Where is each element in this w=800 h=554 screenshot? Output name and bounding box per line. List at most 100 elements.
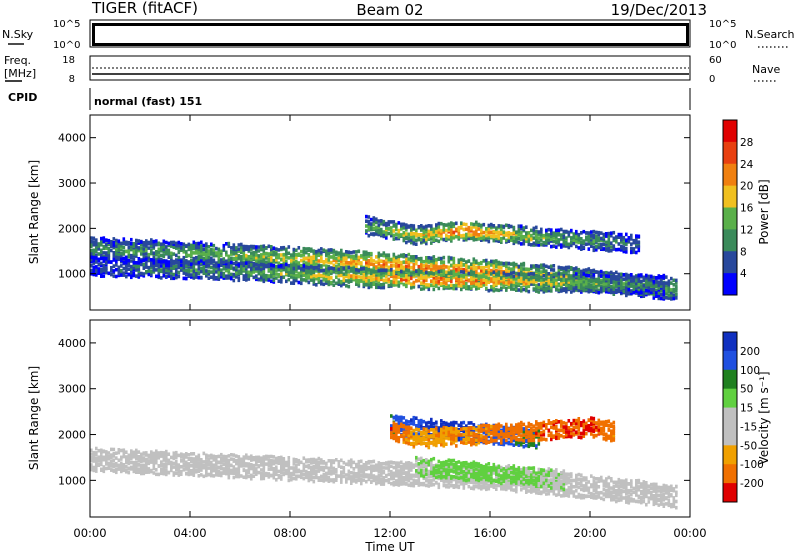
- range-cell: [225, 466, 228, 471]
- range-cell: [262, 251, 266, 256]
- range-cell: [512, 225, 516, 230]
- range-cell: [385, 264, 388, 268]
- range-cell: [437, 239, 441, 244]
- range-cell: [102, 469, 106, 474]
- range-cell: [387, 253, 391, 257]
- range-cell: [630, 291, 633, 295]
- range-cell: [377, 223, 381, 227]
- range-cell: [665, 281, 668, 285]
- range-cell: [235, 263, 238, 267]
- range-cell: [145, 451, 148, 455]
- range-cell: [97, 257, 101, 262]
- range-cell: [510, 287, 513, 291]
- range-cell: [207, 269, 211, 274]
- range-cell: [557, 240, 561, 244]
- range-cell: [372, 268, 376, 273]
- range-cell: [92, 251, 96, 256]
- range-cell: [555, 241, 558, 245]
- range-cell: [332, 269, 336, 274]
- range-cell: [437, 265, 441, 269]
- range-cell: [620, 279, 623, 283]
- range-cell: [602, 235, 606, 239]
- range-cell: [137, 455, 141, 459]
- range-cell: [590, 244, 593, 248]
- range-cell: [442, 223, 446, 227]
- range-cell: [295, 278, 298, 283]
- range-cell: [140, 242, 143, 247]
- range-cell: [182, 467, 186, 472]
- range-cell: [125, 269, 128, 274]
- range-cell: [410, 265, 413, 270]
- range-cell: [317, 478, 321, 482]
- range-cell: [122, 266, 126, 271]
- range-cell: [432, 238, 436, 243]
- range-cell: [327, 476, 331, 480]
- range-cell: [122, 463, 126, 467]
- colorbar-tick-label: 16: [740, 203, 754, 215]
- range-cell: [252, 463, 256, 468]
- range-cell: [470, 269, 473, 274]
- range-cell: [507, 285, 511, 289]
- range-cell: [545, 264, 548, 269]
- range-cell: [600, 269, 603, 274]
- range-cell: [455, 267, 458, 272]
- range-cell: [125, 455, 128, 459]
- range-cell: [310, 461, 313, 465]
- range-cell: [230, 275, 233, 280]
- range-cell: [262, 476, 266, 481]
- range-cell: [260, 476, 263, 481]
- range-cell: [255, 460, 258, 464]
- range-cell: [205, 246, 208, 251]
- range-cell: [270, 263, 273, 267]
- range-cell: [140, 459, 143, 463]
- range-cell: [212, 463, 216, 467]
- range-cell: [545, 228, 548, 233]
- range-cell: [225, 250, 228, 255]
- range-cell: [342, 262, 346, 267]
- range-cell: [617, 242, 621, 246]
- range-cell: [307, 280, 311, 285]
- range-cell: [100, 467, 103, 472]
- range-cell: [125, 257, 128, 261]
- range-cell: [155, 460, 158, 465]
- range-cell: [332, 459, 336, 463]
- range-cell: [645, 283, 648, 287]
- range-cell: [200, 251, 203, 256]
- range-cell: [312, 468, 316, 472]
- range-cell: [405, 257, 408, 261]
- range-cell: [667, 287, 671, 291]
- range-cell: [427, 232, 431, 237]
- range-cell: [242, 468, 246, 472]
- range-cell: [107, 271, 111, 276]
- range-cell: [272, 250, 276, 255]
- range-cell: [162, 468, 166, 472]
- range-cell: [260, 278, 263, 282]
- colorbar-border: [722, 119, 738, 296]
- range-cell: [175, 260, 178, 264]
- range-cell: [425, 224, 428, 229]
- range-cell: [302, 466, 306, 470]
- range-cell: [520, 226, 523, 231]
- range-cell: [312, 256, 316, 260]
- range-cell: [522, 239, 526, 243]
- range-cell: [232, 470, 236, 474]
- range-cell: [210, 456, 213, 460]
- range-cell: [510, 224, 513, 229]
- range-cell: [562, 274, 566, 278]
- range-cell: [320, 254, 323, 259]
- range-cell: [252, 256, 256, 260]
- range-cell: [160, 264, 163, 268]
- range-cell: [375, 285, 378, 290]
- range-cell: [105, 261, 108, 265]
- range-cell: [172, 276, 176, 281]
- range-cell: [165, 251, 168, 256]
- range-cell: [382, 262, 386, 266]
- range-cell: [187, 242, 191, 247]
- range-cell: [135, 465, 138, 470]
- range-cell: [375, 282, 378, 287]
- range-cell: [200, 269, 203, 274]
- range-cell: [410, 255, 413, 259]
- range-cell: [100, 462, 103, 467]
- range-cell: [142, 258, 146, 262]
- range-cell: [470, 226, 473, 230]
